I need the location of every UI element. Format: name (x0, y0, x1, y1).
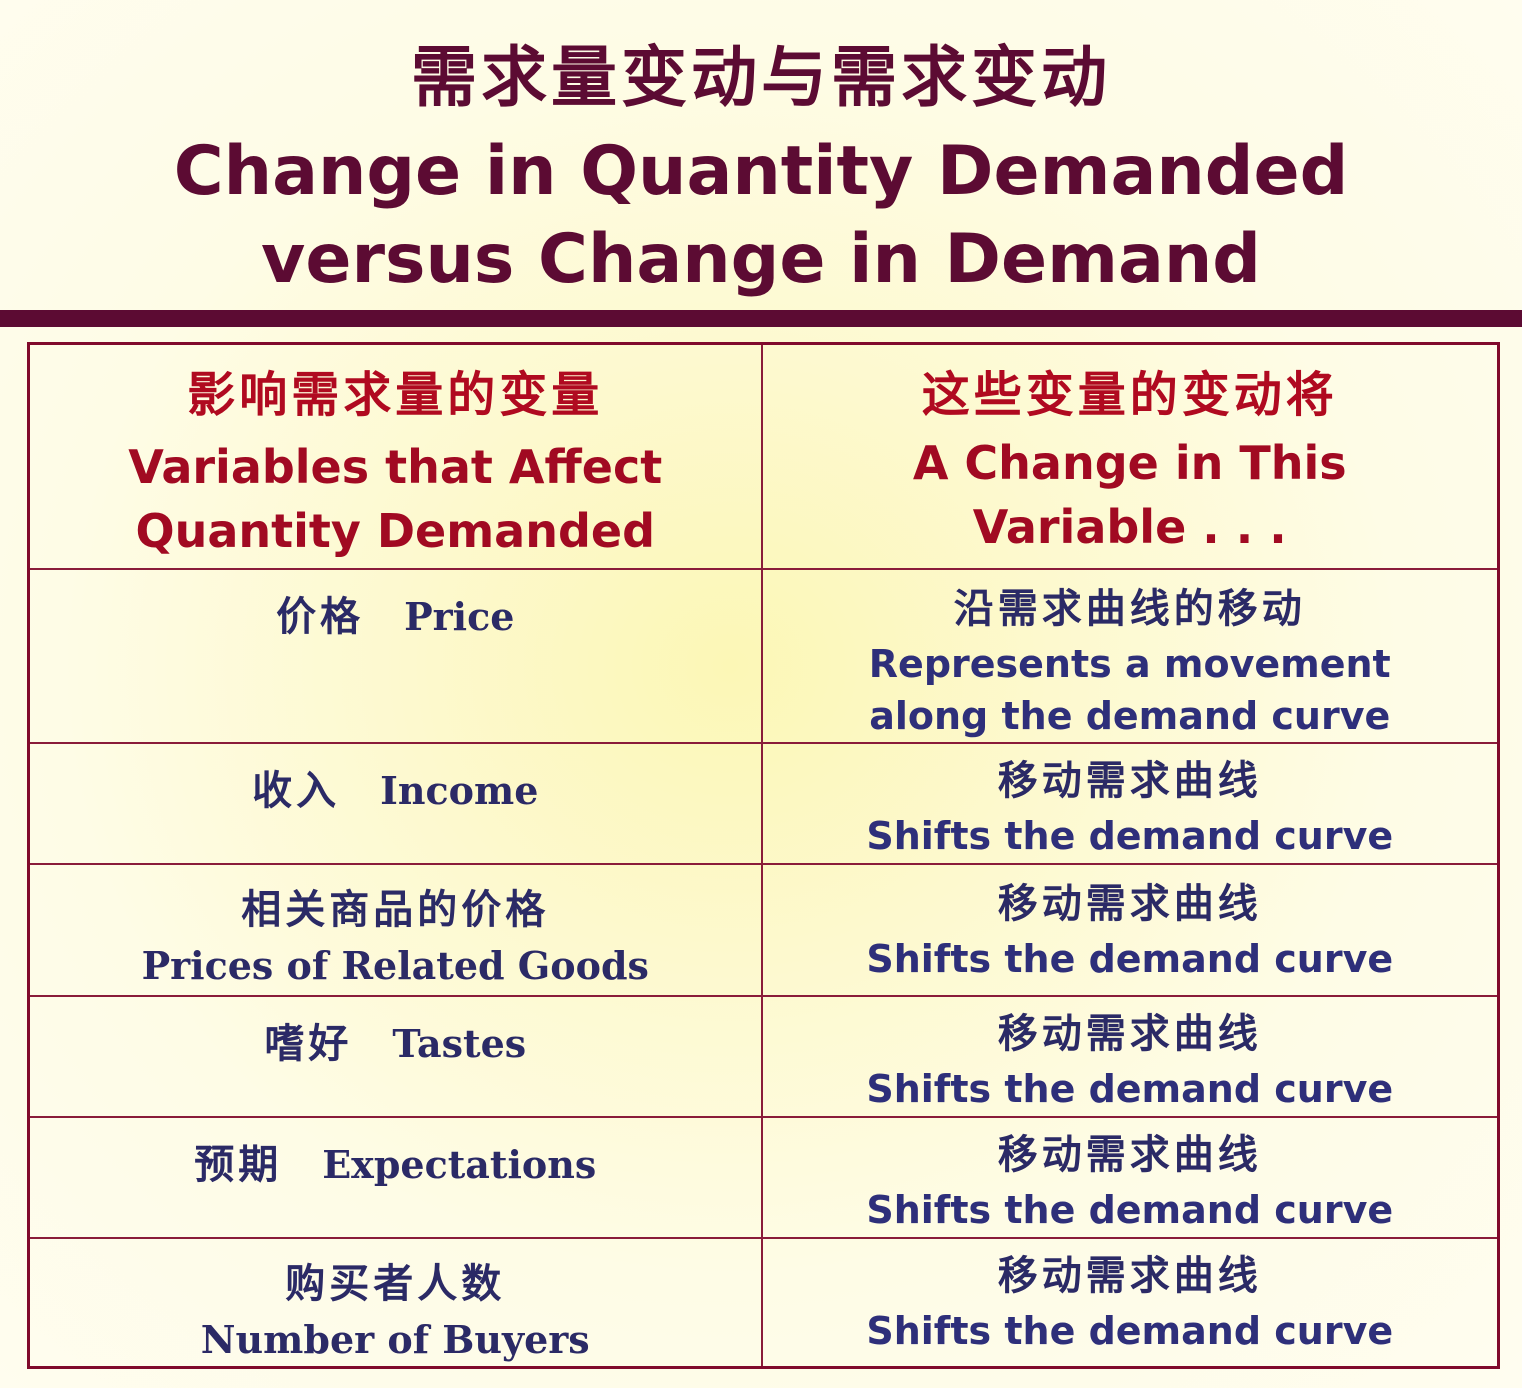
title-english-line-2: versus Change in Demand (261, 220, 1261, 299)
variable-cell: 购买者人数 Number of Buyers (27, 1236, 763, 1369)
variable-cell: 嗜好 Tastes (27, 994, 763, 1118)
table-row: 购买者人数 Number of Buyers 移动需求曲线 Shifts the… (27, 1236, 1500, 1369)
effect-cell: 移动需求曲线 Shifts the demand curve (760, 994, 1500, 1118)
table-header-row: 影响需求量的变量 Variables that Affect Quantity … (27, 342, 1500, 570)
variable-zh: 购买者人数 (285, 1260, 506, 1307)
table-row: 嗜好 Tastes 移动需求曲线 Shifts the demand curve (27, 994, 1500, 1118)
variable-en: Income (380, 767, 539, 813)
effect-zh: 沿需求曲线的移动 (953, 585, 1306, 632)
table-row: 价格 Price 沿需求曲线的移动 Represents a movement a… (27, 567, 1500, 744)
table-row: 收入 Income 移动需求曲线 Shifts the demand curve (27, 741, 1500, 865)
effect-en: Shifts the demand curve (866, 1187, 1394, 1232)
variable-cell: 价格 Price (27, 567, 763, 744)
variable-cell: 相关商品的价格 Prices of Related Goods (27, 862, 763, 997)
header-variables-en: Variables that Affect Quantity Demanded (128, 440, 663, 558)
effect-cell: 移动需求曲线 Shifts the demand curve (760, 862, 1500, 997)
header-variables-cell: 影响需求量的变量 Variables that Affect Quantity … (27, 342, 763, 570)
effect-cell: 移动需求曲线 Shifts the demand curve (760, 1115, 1500, 1239)
header-effect-zh: 这些变量的变动将 (921, 367, 1338, 423)
title-english-line-1: Change in Quantity Demanded (173, 132, 1349, 211)
variable-cell: 预期 Expectations (27, 1115, 763, 1239)
effect-zh: 移动需求曲线 (997, 1010, 1262, 1057)
effect-en: Shifts the demand curve (866, 813, 1394, 858)
effect-en: Shifts the demand curve (866, 936, 1394, 981)
variable-zh: 收入 (252, 767, 341, 814)
table-row: 预期 Expectations 移动需求曲线 Shifts the demand … (27, 1115, 1500, 1239)
effect-en: Shifts the demand curve (866, 1308, 1394, 1353)
title-divider (0, 310, 1522, 327)
variable-zh: 嗜好 (264, 1020, 353, 1067)
variable-zh: 相关商品的价格 (241, 886, 550, 933)
effect-zh: 移动需求曲线 (997, 1131, 1262, 1178)
effect-cell: 沿需求曲线的移动 Represents a movement along the… (760, 567, 1500, 744)
effect-zh: 移动需求曲线 (997, 1252, 1262, 1299)
effect-en: Shifts the demand curve (866, 1066, 1394, 1111)
variable-en: Number of Buyers (200, 1316, 590, 1362)
header-effect-cell: 这些变量的变动将 A Change in This Variable . . . (760, 342, 1500, 570)
variable-en: Expectations (322, 1141, 597, 1187)
effect-zh: 移动需求曲线 (997, 880, 1262, 927)
title-chinese: 需求量变动与需求变动 (411, 39, 1111, 116)
variable-zh: 价格 (276, 593, 365, 640)
effect-en: Represents a movement along the demand c… (868, 641, 1391, 738)
variable-cell: 收入 Income (27, 741, 763, 865)
demand-comparison-table: 影响需求量的变量 Variables that Affect Quantity … (27, 342, 1500, 1369)
variable-en: Prices of Related Goods (141, 942, 649, 988)
variable-zh: 预期 (194, 1141, 283, 1188)
table-row: 相关商品的价格 Prices of Related Goods 移动需求曲线 S… (27, 862, 1500, 997)
header-variables-zh: 影响需求量的变量 (187, 367, 604, 423)
header-effect-en: A Change in This Variable . . . (912, 436, 1347, 554)
variable-en: Price (404, 593, 515, 639)
effect-cell: 移动需求曲线 Shifts the demand curve (760, 741, 1500, 865)
effect-cell: 移动需求曲线 Shifts the demand curve (760, 1236, 1500, 1369)
variable-en: Tastes (392, 1020, 527, 1066)
page-title: 需求量变动与需求变动 Change in Quantity Demanded v… (0, 28, 1522, 304)
effect-zh: 移动需求曲线 (997, 757, 1262, 804)
